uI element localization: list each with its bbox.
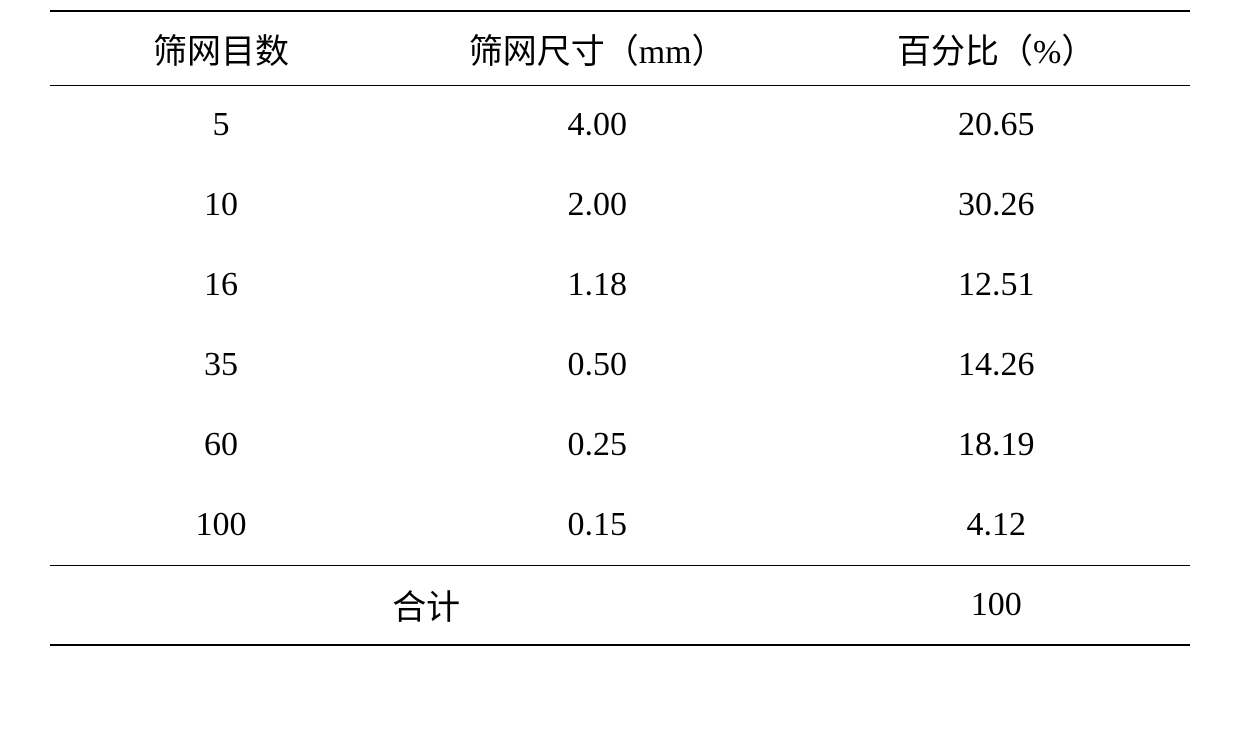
cell-percent: 12.51 [802, 245, 1190, 325]
sieve-distribution-table-container: 筛网目数 筛网尺寸（mm） 百分比（%） 5 4.00 20.65 10 2.0… [0, 0, 1240, 666]
table-footer-row: 合计 100 [50, 565, 1190, 645]
cell-mesh: 60 [50, 405, 392, 485]
cell-percent: 14.26 [802, 325, 1190, 405]
table-row: 35 0.50 14.26 [50, 325, 1190, 405]
table-row: 5 4.00 20.65 [50, 85, 1190, 165]
cell-percent: 30.26 [802, 165, 1190, 245]
cell-mesh: 10 [50, 165, 392, 245]
cell-percent: 4.12 [802, 485, 1190, 565]
cell-mesh: 100 [50, 485, 392, 565]
cell-size: 1.18 [392, 245, 802, 325]
cell-percent: 20.65 [802, 85, 1190, 165]
footer-total-label: 合计 [50, 565, 802, 645]
col-header-size: 筛网尺寸（mm） [392, 11, 802, 85]
table-row: 100 0.15 4.12 [50, 485, 1190, 565]
cell-mesh: 5 [50, 85, 392, 165]
cell-size: 2.00 [392, 165, 802, 245]
cell-size: 0.25 [392, 405, 802, 485]
sieve-distribution-table: 筛网目数 筛网尺寸（mm） 百分比（%） 5 4.00 20.65 10 2.0… [50, 10, 1190, 646]
table-header-row: 筛网目数 筛网尺寸（mm） 百分比（%） [50, 11, 1190, 85]
cell-size: 0.15 [392, 485, 802, 565]
table-row: 10 2.00 30.26 [50, 165, 1190, 245]
cell-mesh: 35 [50, 325, 392, 405]
footer-total-percent: 100 [802, 565, 1190, 645]
cell-mesh: 16 [50, 245, 392, 325]
cell-percent: 18.19 [802, 405, 1190, 485]
col-header-percent: 百分比（%） [802, 11, 1190, 85]
col-header-mesh: 筛网目数 [50, 11, 392, 85]
cell-size: 0.50 [392, 325, 802, 405]
table-row: 60 0.25 18.19 [50, 405, 1190, 485]
table-row: 16 1.18 12.51 [50, 245, 1190, 325]
cell-size: 4.00 [392, 85, 802, 165]
